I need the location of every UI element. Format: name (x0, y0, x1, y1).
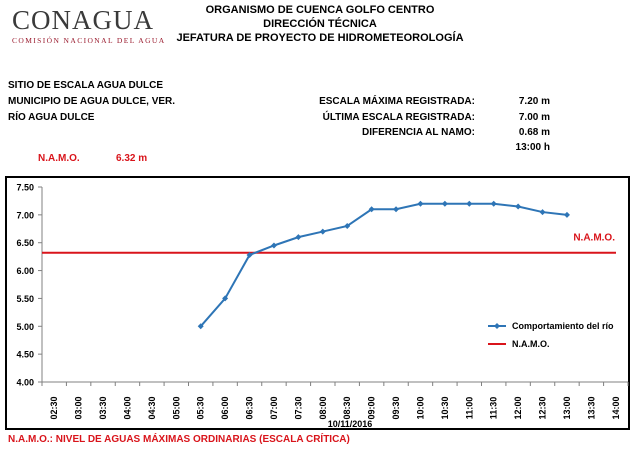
namo-label: N.A.M.O. (38, 153, 80, 164)
y-tick-label: 5.50 (16, 294, 34, 304)
x-tick-label: 13:30 (586, 396, 596, 419)
conagua-logo: CONAGUA COMISIÓN NACIONAL DEL AGUA (12, 6, 166, 45)
river-data-point (563, 211, 570, 218)
river-data-point (344, 223, 351, 229)
x-tick-label: 11:00 (464, 397, 474, 420)
river-data-point (466, 200, 473, 207)
river-data-point (441, 200, 448, 207)
legend-river-marker (494, 323, 500, 329)
last-scale-value: 7.00 m (518, 112, 550, 123)
river-data-point (270, 242, 277, 249)
logo-wordmark: CONAGUA (12, 5, 154, 35)
site-municipality: MUNICIPIO DE AGUA DULCE, VER. (8, 96, 176, 107)
header-organization: ORGANISMO DE CUENCA GOLFO CENTRO (205, 4, 435, 16)
x-tick-label: 09:00 (367, 396, 377, 419)
site-name: SITIO DE ESCALA AGUA DULCE (8, 80, 164, 91)
x-tick-label: 14:00 (611, 396, 621, 419)
river-data-point (490, 200, 497, 207)
diff-namo-value: 0.68 m (518, 127, 550, 138)
river-data-point (295, 234, 302, 241)
x-tick-label: 05:00 (171, 396, 181, 419)
x-tick-label: 08:30 (342, 396, 352, 419)
legend-river-label: Comportamiento del río (512, 321, 614, 331)
last-time-value: 13:00 h (515, 142, 550, 153)
river-data-point (393, 206, 400, 213)
x-tick-label: 11:30 (489, 397, 499, 420)
x-tick-label: 12:00 (513, 396, 523, 419)
x-tick-label: 03:30 (98, 396, 108, 419)
river-data-point (368, 206, 375, 213)
x-tick-label: 12:30 (538, 396, 548, 419)
y-tick-label: 5.00 (16, 322, 34, 332)
header-direction: DIRECCIÓN TÉCNICA (263, 18, 377, 30)
chart-axes: 4.00 4.50 5.00 5.50 6.00 6.50 7.00 7.50 02:30 03:… (16, 183, 629, 429)
x-axis-title: 10/11/2016 (328, 419, 373, 429)
x-tick-label: 06:00 (220, 396, 230, 419)
x-tick-label: 09:30 (391, 396, 401, 419)
diff-namo-label: DIFERENCIA AL NAMO: (362, 127, 475, 138)
river-data-point (246, 251, 253, 258)
x-tick-label: 10:00 (415, 396, 425, 419)
y-tick-label: 7.00 (16, 210, 34, 220)
site-river: RÍO AGUA DULCE (8, 112, 95, 123)
x-tick-label: 02:30 (49, 396, 59, 419)
footer-note: N.A.M.O.: NIVEL DE AGUAS MÁXIMAS ORDINAR… (8, 434, 350, 445)
x-tick-label: 07:00 (269, 396, 279, 419)
x-tick-label: 08:00 (318, 396, 328, 419)
max-scale-value: 7.20 m (518, 96, 550, 107)
header-department: JEFATURA DE PROYECTO DE HIDROMETEOROLOGÍ… (176, 32, 464, 44)
legend-namo-label: N.A.M.O. (512, 339, 550, 349)
chart-marks: N.A.M.O. (42, 200, 616, 330)
y-tick-label: 6.00 (16, 266, 34, 276)
river-data-point (417, 200, 424, 207)
river-data-point (319, 228, 326, 235)
namo-value: 6.32 m (116, 153, 148, 164)
logo-subtitle: COMISIÓN NACIONAL DEL AGUA (12, 36, 166, 45)
river-data-point (515, 203, 522, 210)
river-data-point (539, 209, 546, 216)
x-tick-label: 04:00 (122, 396, 132, 419)
x-tick-label: 13:00 (562, 396, 572, 419)
y-tick-label: 6.50 (16, 238, 34, 248)
chart-frame (5, 176, 630, 430)
x-tick-label: 03:00 (74, 396, 84, 419)
y-tick-label: 4.00 (16, 378, 34, 388)
x-tick-label: 10:30 (440, 396, 450, 419)
x-tick-label: 06:30 (245, 396, 255, 419)
namo-line-label: N.A.M.O. (573, 233, 615, 244)
river-data-point (222, 295, 229, 302)
river-series-line (199, 202, 568, 327)
max-scale-label: ESCALA MÁXIMA REGISTRADA: (319, 96, 475, 107)
x-tick-label: 04:30 (147, 396, 157, 419)
last-scale-label: ÚLTIMA ESCALA REGISTRADA: (322, 112, 475, 123)
x-tick-label: 07:30 (293, 396, 303, 419)
y-tick-label: 4.50 (16, 350, 34, 360)
y-tick-label: 7.50 (16, 183, 34, 193)
x-tick-label: 05:30 (196, 396, 206, 419)
chart-legend: Comportamiento del río N.A.M.O. (488, 321, 614, 349)
river-data-point (197, 323, 204, 330)
